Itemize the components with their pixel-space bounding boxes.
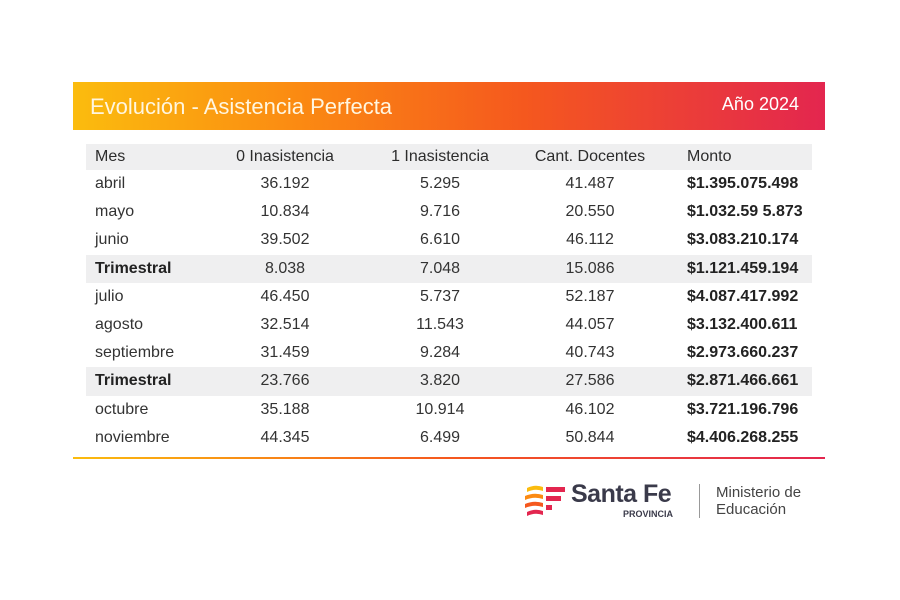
- cell-mes: Trimestral: [95, 372, 172, 390]
- cell-1-inasistencia: 5.295: [419, 175, 461, 193]
- title-banner: Evolución - Asistencia Perfecta Año 2024: [73, 82, 825, 130]
- cell-mes: octubre: [95, 400, 149, 418]
- attendance-table: Mes 0 Inasistencia 1 Inasistencia Cant. …: [86, 144, 812, 452]
- table-row: agosto 32.514 11.543 44.057 $3.132.400.611: [86, 311, 812, 339]
- cell-0-inasistencia: 23.766: [260, 372, 310, 390]
- cell-0-inasistencia: 10.834: [260, 203, 310, 221]
- ministry-name: Ministerio de Educación: [716, 484, 801, 518]
- cell-mes: junio: [95, 231, 129, 249]
- column-header-0-inasistencia: 0 Inasistencia: [236, 148, 334, 165]
- cell-1-inasistencia: 6.499: [419, 428, 461, 446]
- column-header-1-inasistencia: 1 Inasistencia: [391, 148, 489, 165]
- cell-mes: Trimestral: [95, 259, 172, 277]
- cell-cant-docentes: 41.487: [565, 175, 615, 193]
- ministry-line-2: Educación: [716, 501, 787, 518]
- cell-0-inasistencia: 44.345: [260, 428, 310, 446]
- cell-1-inasistencia: 10.914: [415, 400, 465, 418]
- column-header-monto: Monto: [687, 148, 732, 165]
- table-row: noviembre 44.345 6.499 50.844 $4.406.268.255: [86, 424, 812, 452]
- ministry-line-1: Ministerio de: [716, 484, 802, 501]
- cell-0-inasistencia: 46.450: [260, 287, 310, 305]
- cell-monto: $4.087.417.992: [687, 287, 799, 305]
- cell-mes: julio: [95, 287, 124, 305]
- cell-monto: $1.395.075.498: [687, 175, 799, 193]
- cell-0-inasistencia: 31.459: [260, 344, 310, 362]
- cell-monto: $2.871.466.661: [687, 372, 799, 390]
- cell-cant-docentes: 27.586: [565, 372, 615, 390]
- cell-cant-docentes: 44.057: [565, 316, 615, 334]
- cell-1-inasistencia: 3.820: [419, 372, 461, 390]
- cell-1-inasistencia: 9.716: [419, 203, 461, 221]
- table-row: octubre 35.188 10.914 46.102 $3.721.196.796: [86, 396, 812, 424]
- brand-name: Santa Fe: [571, 480, 672, 508]
- cell-0-inasistencia: 32.514: [260, 316, 310, 334]
- cell-monto: $3.721.196.796: [687, 400, 799, 418]
- cell-cant-docentes: 20.550: [565, 203, 615, 221]
- table-row: mayo 10.834 9.716 20.550 $1.032.59 5.873: [86, 198, 812, 226]
- cell-monto: $1.121.459.194: [687, 259, 799, 277]
- cell-1-inasistencia: 7.048: [419, 259, 461, 277]
- table-header-row: Mes 0 Inasistencia 1 Inasistencia Cant. …: [86, 144, 812, 170]
- cell-cant-docentes: 46.112: [566, 231, 614, 249]
- cell-monto: $2.973.660.237: [687, 344, 799, 362]
- cell-monto: $4.406.268.255: [687, 428, 799, 446]
- cell-monto: $1.032.59 5.873: [687, 203, 803, 221]
- column-header-mes: Mes: [95, 148, 126, 165]
- cell-0-inasistencia: 39.502: [260, 231, 310, 249]
- cell-monto: $3.083.210.174: [687, 231, 799, 249]
- santa-fe-logo: Santa Fe PROVINCIA Ministerio de Educaci…: [523, 480, 823, 522]
- cell-monto: $3.132.400.611: [687, 316, 798, 334]
- table-row-trimestral: Trimestral 8.038 7.048 15.086 $1.121.459.194: [86, 254, 812, 283]
- table-row: julio 46.450 5.737 52.187 $4.087.417.992: [86, 283, 812, 311]
- santa-fe-flag-icon: [525, 485, 565, 516]
- column-header-cant-docentes: Cant. Docentes: [534, 148, 646, 165]
- cell-cant-docentes: 50.844: [565, 428, 615, 446]
- table-row: abril 36.192 5.295 41.487 $1.395.075.498: [86, 170, 812, 198]
- cell-cant-docentes: 15.086: [565, 259, 615, 277]
- cell-1-inasistencia: 11.543: [416, 316, 464, 334]
- table-row: septiembre 31.459 9.284 40.743 $2.973.660.23…: [86, 339, 812, 367]
- cell-cant-docentes: 46.102: [565, 400, 615, 418]
- cell-0-inasistencia: 36.192: [260, 175, 310, 193]
- page-title: Evolución - Asistencia Perfecta: [90, 94, 393, 119]
- cell-cant-docentes: 40.743: [565, 344, 615, 362]
- cell-0-inasistencia: 8.038: [264, 259, 306, 277]
- cell-mes: septiembre: [95, 344, 175, 362]
- logo-separator: [699, 484, 700, 518]
- year-label: Año 2024: [721, 94, 799, 114]
- table-row: junio 39.502 6.610 46.112 $3.083.210.174: [86, 226, 812, 254]
- bottom-divider: [73, 457, 825, 459]
- cell-mes: agosto: [95, 316, 144, 334]
- brand-subtitle: PROVINCIA: [623, 509, 674, 519]
- cell-mes: mayo: [95, 203, 135, 221]
- table-row-trimestral: Trimestral 23.766 3.820 27.586 $2.871.466.66…: [86, 367, 812, 396]
- cell-0-inasistencia: 35.188: [260, 400, 310, 418]
- cell-1-inasistencia: 6.610: [419, 231, 461, 249]
- cell-mes: abril: [95, 175, 126, 193]
- cell-1-inasistencia: 5.737: [419, 287, 461, 305]
- cell-mes: noviembre: [95, 428, 170, 446]
- cell-cant-docentes: 52.187: [565, 287, 615, 305]
- cell-1-inasistencia: 9.284: [419, 344, 461, 362]
